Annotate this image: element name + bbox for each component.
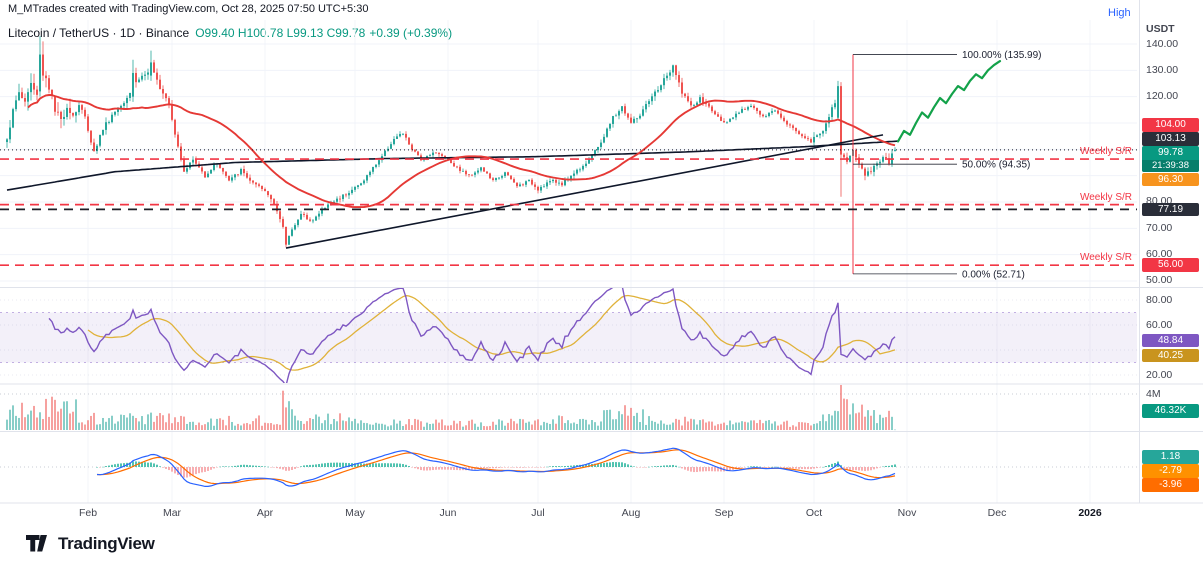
time-axis-label: Apr bbox=[256, 507, 274, 519]
price-tick-label: 50.00 bbox=[1146, 274, 1173, 287]
symbol-title: Litecoin / TetherUS · 1D · Binance bbox=[8, 26, 190, 40]
rsi-tick-label: 80.00 bbox=[1146, 293, 1173, 306]
axis-value-badge: 77.19 bbox=[1142, 202, 1199, 216]
time-axis-label: Nov bbox=[897, 507, 917, 519]
price-axis-unit: USDT bbox=[1146, 23, 1175, 35]
axis-value-badge: -3.96 bbox=[1142, 478, 1199, 492]
main-panel: 100.00% (135.99) 50.00% (94.35) 0.00% (52.… bbox=[0, 36, 1137, 280]
price-tick-label: 140.00 bbox=[1146, 37, 1179, 50]
fib-level-label: 100.00% (135.99) bbox=[962, 50, 1042, 61]
price-tick-label: 70.00 bbox=[1146, 221, 1173, 234]
axis-value-badge: -2.79 bbox=[1142, 464, 1199, 478]
weekly-sr-label: Weekly S/R bbox=[1079, 252, 1132, 264]
axis-value-badge: 99.78 21:39:38 bbox=[1142, 146, 1199, 172]
axis-value-badge: 1.18 bbox=[1142, 450, 1199, 464]
volume-panel bbox=[6, 385, 896, 431]
weekly-sr-label: Weekly S/R bbox=[1079, 191, 1132, 203]
rsi-tick-label: 20.00 bbox=[1146, 368, 1173, 381]
legend-ohlc-values: O99.40 H100.78 L99.13 C99.78 bbox=[195, 26, 366, 40]
price-tick-label: 120.00 bbox=[1146, 90, 1179, 103]
price-tick-label: 60.00 bbox=[1146, 248, 1173, 261]
tradingview-logo-text: TradingView bbox=[58, 534, 155, 553]
chart-legend: Litecoin / TetherUS · 1D · Binance O99.40… bbox=[8, 26, 452, 40]
time-axis-label: Oct bbox=[805, 507, 823, 519]
axis-value-badge: 48.84 bbox=[1142, 333, 1199, 347]
gridlines bbox=[0, 20, 1137, 503]
price-axis[interactable]: USDT 140.00 130.00 120.00 80.00 70.00 60.00 50… bbox=[1140, 0, 1203, 503]
axis-value-badge: 56.00 bbox=[1142, 258, 1199, 272]
volume-grid-label: 4M bbox=[1146, 388, 1161, 400]
weekly-sr-label: Weekly S/R bbox=[1079, 146, 1132, 158]
axis-value-badge: 46.32K bbox=[1142, 404, 1199, 418]
time-axis-label: Mar bbox=[162, 507, 182, 519]
time-axis-label: May bbox=[345, 507, 365, 519]
axis-value-badge: 104.00 bbox=[1142, 118, 1199, 132]
tradingview-logo[interactable]: TradingView bbox=[26, 534, 155, 554]
time-axis[interactable]: Feb Mar Apr May Jun Jul Aug Sep Oct Nov Dec 2026 bbox=[0, 503, 1140, 525]
tradingview-logo-icon bbox=[26, 535, 47, 552]
time-axis-label: Feb bbox=[78, 507, 98, 519]
rsi-panel bbox=[0, 288, 1137, 383]
price-tick-label: 130.00 bbox=[1146, 63, 1179, 76]
watermark-text: M_MTrades created with TradingView.com, … bbox=[8, 3, 369, 15]
time-axis-label: Jul bbox=[531, 507, 545, 519]
price-chart-canvas[interactable]: 100.00% (135.99) 50.00% (94.35) 0.00% (52.… bbox=[0, 0, 1203, 530]
rsi-tick-label: 60.00 bbox=[1146, 318, 1173, 331]
axis-value-badge: 96.30 bbox=[1142, 172, 1199, 186]
time-axis-label: Jun bbox=[439, 507, 457, 519]
time-axis-label: Sep bbox=[714, 507, 734, 519]
fib-level-label: 0.00% (52.71) bbox=[962, 269, 1025, 280]
axis-value-badge: 103.13 bbox=[1142, 132, 1199, 146]
macd-panel bbox=[96, 447, 896, 487]
time-axis-label: Dec bbox=[987, 507, 1007, 519]
fib-level-label: 50.00% (94.35) bbox=[962, 160, 1030, 171]
axis-value-badge: 40.25 bbox=[1142, 348, 1199, 362]
time-axis-label: Aug bbox=[621, 507, 641, 519]
legend-change: +0.39 (+0.39%) bbox=[369, 26, 453, 40]
time-axis-label: 2026 bbox=[1078, 507, 1102, 519]
projection-high-label: High bbox=[1108, 7, 1131, 19]
